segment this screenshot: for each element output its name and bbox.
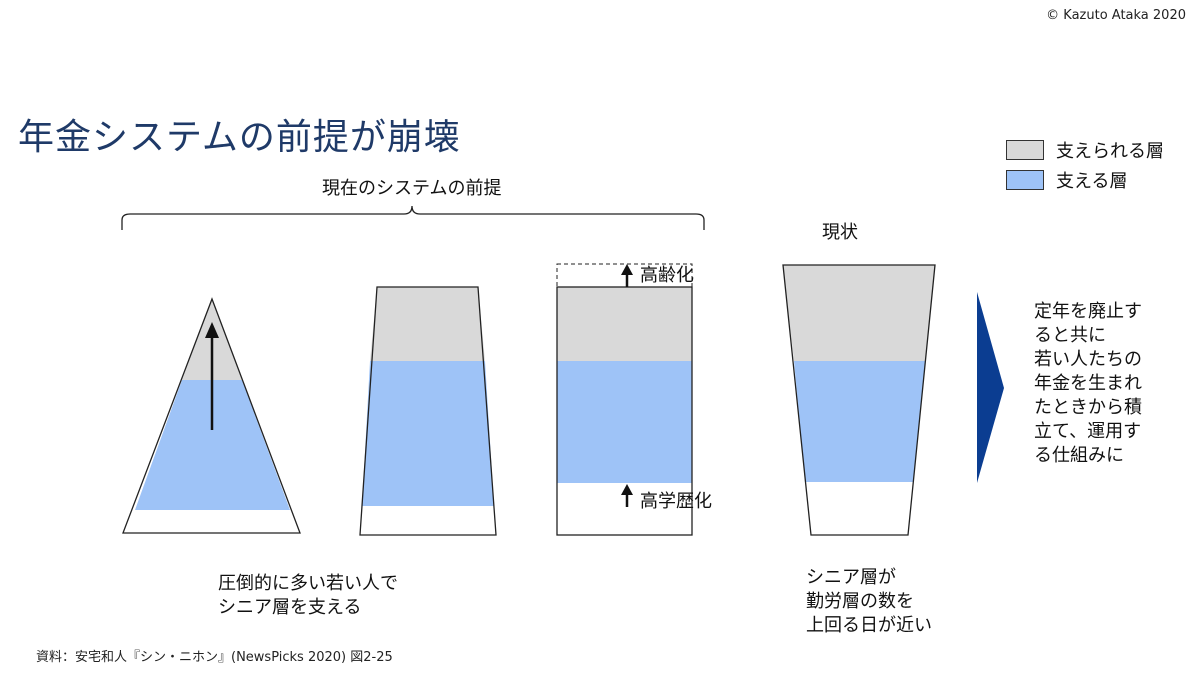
inverted-column-shape <box>783 265 935 535</box>
inverted-white-base <box>805 482 913 535</box>
caption-seniors-outnumber: シニア層が 勤労層の数を 上回る日が近い <box>806 566 932 638</box>
caption-many-young: 圧倒的に多い若い人で シニア層を支える <box>218 572 398 620</box>
direction-triangle-arrow <box>977 292 1004 483</box>
pyramid-shape <box>123 299 300 533</box>
column-white-base <box>360 506 496 535</box>
aging-arrow-head <box>621 264 633 275</box>
aging-label: 高齢化 <box>640 261 694 287</box>
rectangle-blue-layer <box>557 361 692 483</box>
proposal-text: 定年を廃止す ると共に 若い人たちの 年金を生まれ たときから積 立て、運用す … <box>1034 300 1142 468</box>
inverted-gray-top <box>783 265 935 361</box>
pyramid-white-base <box>123 510 300 533</box>
column-gray-top <box>370 287 485 361</box>
column-blue-layer <box>362 361 494 506</box>
inverted-blue-layer <box>794 361 925 482</box>
rectangle-gray-top <box>557 287 692 361</box>
premise-brace <box>122 206 704 230</box>
source-citation: 資料：安宅和人『シン・ニホン』(NewsPicks 2020) 図2-25 <box>36 646 393 665</box>
education-label: 高学歴化 <box>640 487 712 513</box>
column-shape <box>360 287 496 535</box>
